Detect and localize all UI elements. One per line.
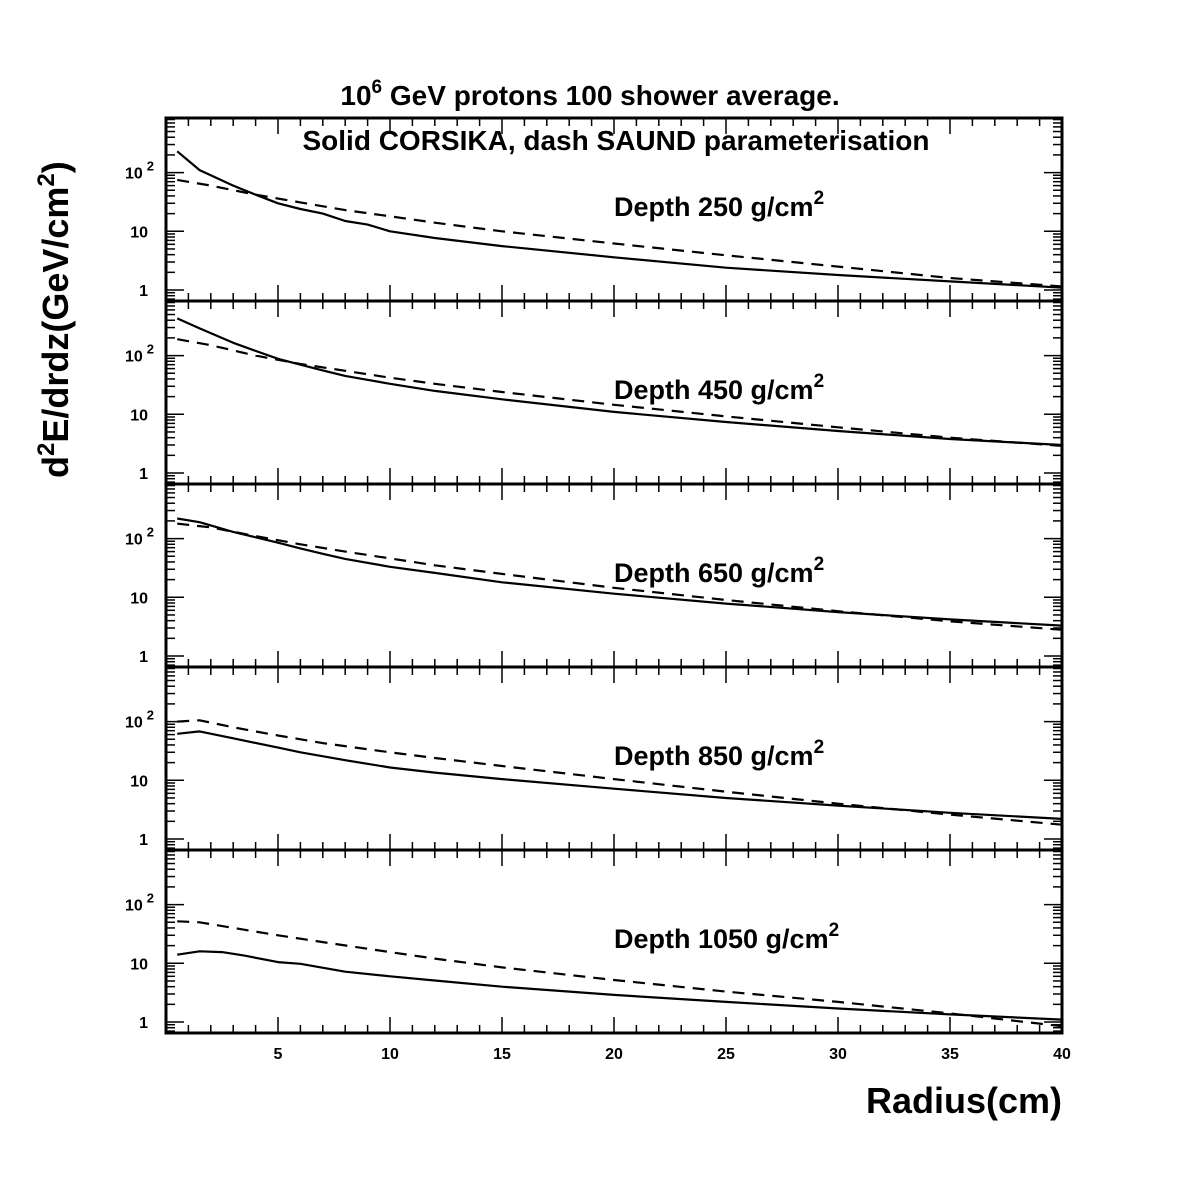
depth-label: Depth 1050 g/cm2: [614, 920, 839, 954]
saund-series: [177, 338, 1063, 447]
corsika-series: [176, 150, 1063, 289]
y-tick-label: 10: [130, 956, 148, 973]
depth-label: Depth 650 g/cm2: [614, 554, 824, 588]
title-rest: GeV protons 100 shower average.: [382, 80, 840, 111]
y-tick-label: 10: [130, 773, 148, 790]
depth-label: Depth 850 g/cm2: [614, 737, 824, 771]
depth-label-text: Depth 1050 g/cm: [614, 924, 829, 954]
y-axis-title: d2E/drdz(GeV/cm2): [33, 161, 76, 478]
x-tick-label: 10: [381, 1046, 399, 1063]
y-tick-label-base: 10: [125, 898, 143, 915]
depth-label: Depth 250 g/cm2: [614, 188, 824, 222]
x-tick-label: 20: [605, 1046, 623, 1063]
y-title-sup2: 2: [33, 173, 60, 186]
depth-label-text: Depth 650 g/cm: [614, 558, 814, 588]
y-tick-label-base: 10: [125, 532, 143, 549]
x-tick-label: 5: [274, 1046, 283, 1063]
depth-label-exponent: 2: [814, 371, 825, 392]
y-tick-label-base: 10: [125, 349, 143, 366]
chart-title: 106 GeV protons 100 shower average.: [340, 77, 839, 111]
depth-label-exponent: 2: [829, 920, 840, 941]
depth-label-text: Depth 450 g/cm: [614, 375, 814, 405]
y-tick-label: 10: [130, 407, 148, 424]
y-title-pre: d: [35, 456, 76, 478]
y-tick-label: 10: [130, 590, 148, 607]
corsika-series: [177, 950, 1063, 1021]
x-tick-label: 15: [493, 1046, 511, 1063]
y-tick-label: 10 2: [125, 159, 154, 183]
y-tick-label: 1: [139, 466, 148, 483]
corsika-series: [177, 730, 1063, 820]
y-tick-label-exponent: 2: [147, 525, 154, 540]
x-tick-label: 25: [717, 1046, 735, 1063]
x-tick-label: 35: [941, 1046, 959, 1063]
y-tick-label-base: 10: [125, 166, 143, 183]
y-tick-label: 1: [139, 649, 148, 666]
y-title-sup1: 2: [33, 443, 60, 456]
x-tick-label: 40: [1053, 1046, 1071, 1063]
title-base: 10: [340, 80, 371, 111]
y-tick-label: 10 2: [125, 342, 154, 366]
y-tick-label-exponent: 2: [147, 708, 154, 723]
depth-label: Depth 450 g/cm2: [614, 371, 824, 405]
y-tick-label: 1: [139, 1015, 148, 1032]
corsika-series: [176, 317, 1063, 447]
saund-series: [177, 719, 1063, 826]
depth-label-exponent: 2: [814, 737, 825, 758]
depth-label-text: Depth 250 g/cm: [614, 192, 814, 222]
y-tick-label: 10: [130, 224, 148, 241]
y-title-post: ): [35, 161, 76, 173]
y-tick-label-exponent: 2: [147, 159, 154, 174]
y-tick-label: 1: [139, 832, 148, 849]
x-tick-labels: 5 10 15 20 25 30 35 40: [274, 1046, 1071, 1063]
x-tick-label: 30: [829, 1046, 847, 1063]
x-axis-title: Radius(cm): [866, 1080, 1062, 1121]
y-tick-label: 10 2: [125, 708, 154, 732]
y-tick-label-exponent: 2: [147, 891, 154, 906]
depth-label-text: Depth 850 g/cm: [614, 741, 814, 771]
depth-label-exponent: 2: [814, 188, 825, 209]
title-exponent: 6: [372, 77, 383, 98]
y-title-mid: E/drdz(GeV/cm: [35, 187, 76, 443]
saund-series: [177, 920, 1063, 1028]
saund-series: [177, 178, 1063, 288]
y-tick-label: 1: [139, 283, 148, 300]
depth-label-exponent: 2: [814, 554, 825, 575]
y-tick-label: 10 2: [125, 525, 154, 549]
y-tick-label-exponent: 2: [147, 342, 154, 357]
y-tick-label: 10 2: [125, 891, 154, 915]
chart-subtitle: Solid CORSIKA, dash SAUND parameterisati…: [302, 125, 929, 156]
saund-series: [177, 522, 1063, 631]
y-tick-label-base: 10: [125, 715, 143, 732]
